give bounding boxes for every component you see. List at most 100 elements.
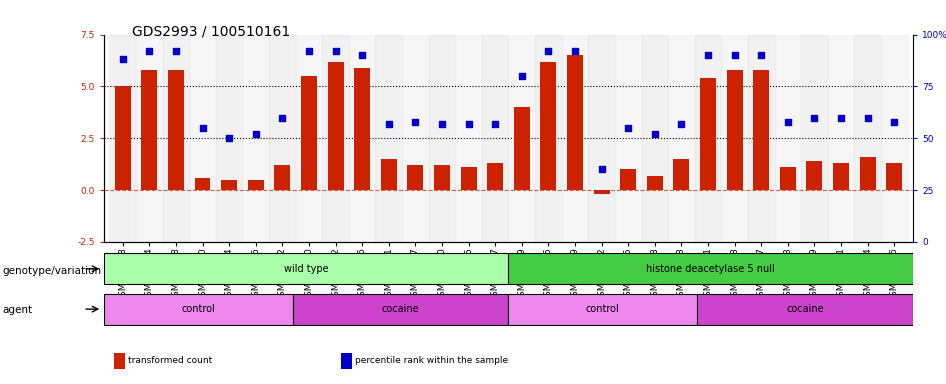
Bar xyxy=(349,35,376,242)
Point xyxy=(833,114,849,121)
Bar xyxy=(514,107,530,190)
Text: cocaine: cocaine xyxy=(382,304,419,314)
Bar xyxy=(104,293,293,325)
Point xyxy=(195,125,210,131)
Point xyxy=(168,48,184,54)
Bar xyxy=(562,35,588,242)
Bar xyxy=(295,35,323,242)
Bar xyxy=(461,167,477,190)
Bar xyxy=(242,35,269,242)
Point xyxy=(886,119,902,125)
Bar xyxy=(274,165,290,190)
Point xyxy=(727,52,743,58)
Bar xyxy=(854,35,881,242)
Bar xyxy=(434,165,450,190)
Bar xyxy=(429,35,455,242)
Bar xyxy=(248,180,264,190)
Bar xyxy=(269,35,295,242)
Bar xyxy=(881,35,907,242)
Text: control: control xyxy=(182,304,216,314)
Bar xyxy=(195,178,210,190)
Bar xyxy=(567,55,583,190)
Bar xyxy=(540,61,556,190)
Text: genotype/variation: genotype/variation xyxy=(2,266,101,276)
Bar xyxy=(615,35,641,242)
Point xyxy=(142,48,157,54)
Bar xyxy=(780,167,796,190)
Bar xyxy=(674,159,690,190)
Bar xyxy=(694,35,721,242)
Text: transformed count: transformed count xyxy=(128,356,212,366)
Bar xyxy=(110,35,136,242)
Text: agent: agent xyxy=(2,305,32,315)
Point xyxy=(434,121,449,127)
Point xyxy=(674,121,689,127)
Point xyxy=(860,114,875,121)
Bar xyxy=(806,161,822,190)
Bar xyxy=(402,35,429,242)
Bar xyxy=(455,35,482,242)
Bar xyxy=(588,35,615,242)
Bar xyxy=(141,70,157,190)
Bar xyxy=(828,35,854,242)
Bar xyxy=(380,159,396,190)
Point xyxy=(461,121,476,127)
Bar xyxy=(833,163,849,190)
Bar xyxy=(408,165,423,190)
Bar xyxy=(216,35,242,242)
Bar xyxy=(168,70,184,190)
Point xyxy=(700,52,715,58)
Bar xyxy=(323,35,349,242)
Bar xyxy=(801,35,828,242)
Bar xyxy=(508,35,535,242)
Bar xyxy=(727,70,743,190)
Point xyxy=(594,166,609,172)
Text: control: control xyxy=(586,304,620,314)
Bar xyxy=(327,61,343,190)
Bar xyxy=(104,253,509,284)
Bar xyxy=(509,253,913,284)
Point xyxy=(381,121,396,127)
Point xyxy=(541,48,556,54)
Bar xyxy=(189,35,216,242)
Bar xyxy=(721,35,748,242)
Bar xyxy=(886,163,902,190)
Text: histone deacetylase 5 null: histone deacetylase 5 null xyxy=(646,264,775,274)
Bar xyxy=(293,293,509,325)
Point xyxy=(302,48,317,54)
Bar xyxy=(775,35,801,242)
Bar xyxy=(535,35,562,242)
Bar xyxy=(860,157,876,190)
Bar xyxy=(301,76,317,190)
Bar xyxy=(487,163,503,190)
Point xyxy=(115,56,131,63)
Bar xyxy=(482,35,508,242)
Bar xyxy=(593,190,609,194)
Bar xyxy=(114,86,131,190)
Point xyxy=(221,135,236,141)
Point xyxy=(274,114,289,121)
Bar xyxy=(748,35,775,242)
Bar xyxy=(647,175,663,190)
Bar xyxy=(221,180,237,190)
Point xyxy=(621,125,636,131)
Text: GDS2993 / 100510161: GDS2993 / 100510161 xyxy=(132,25,290,39)
Point xyxy=(780,119,796,125)
Point xyxy=(754,52,769,58)
Point xyxy=(487,121,502,127)
Bar xyxy=(136,35,163,242)
Point xyxy=(355,52,370,58)
Bar xyxy=(700,78,716,190)
Point xyxy=(568,48,583,54)
Text: wild type: wild type xyxy=(284,264,328,274)
Point xyxy=(408,119,423,125)
Bar xyxy=(509,293,697,325)
Point xyxy=(515,73,530,79)
Bar xyxy=(354,68,370,190)
Point xyxy=(248,131,263,137)
Text: percentile rank within the sample: percentile rank within the sample xyxy=(355,356,508,366)
Bar xyxy=(697,293,913,325)
Bar xyxy=(163,35,189,242)
Text: cocaine: cocaine xyxy=(786,304,824,314)
Point xyxy=(647,131,662,137)
